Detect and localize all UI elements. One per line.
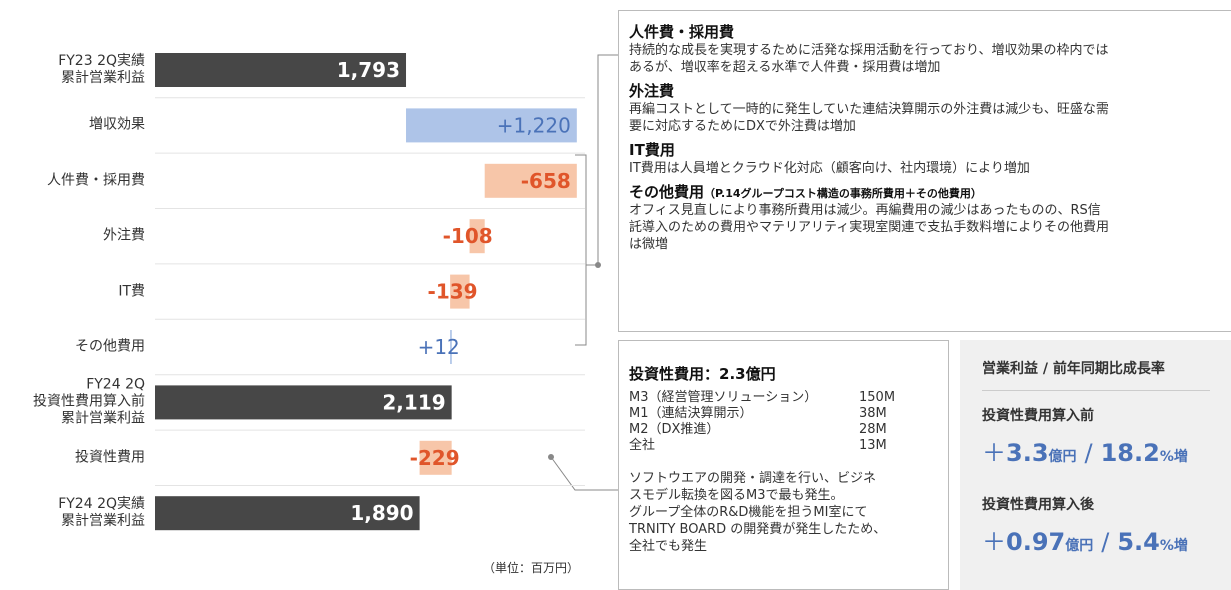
note-heading: その他費用（P.14グループコスト構造の事務所費用＋その他費用） — [629, 181, 1221, 202]
sign: ＋ — [982, 439, 1006, 467]
connector — [575, 54, 618, 346]
amount-unit: 億円 — [1065, 538, 1094, 554]
value-label: -139 — [428, 280, 478, 304]
growth-value: ＋0.97億円 /5.4%増 — [982, 522, 1210, 557]
rate-unit: %増 — [1159, 538, 1188, 554]
investment-item: M3（経営管理ソリューション） 150M — [629, 390, 938, 406]
growth-label: 投資性費用算入前 — [982, 408, 1094, 424]
growth-title: 営業利益 / 前年同期比成長率 — [982, 358, 1210, 391]
value-label: -108 — [443, 224, 493, 248]
item-amount: 150M — [859, 390, 896, 405]
value-label: 2,119 — [382, 390, 445, 414]
amount: 3.3 — [1006, 439, 1049, 467]
investment-item: M1（連結決算開示） 38M — [629, 406, 938, 422]
value-label: 1,890 — [350, 501, 413, 525]
amount: 0.97 — [1006, 528, 1066, 556]
category-label: 増収効果 — [89, 116, 145, 133]
value-label: +1,220 — [497, 113, 571, 137]
note-body: 持続的な成長を実現するために活発な採用活動を行っており、増収効果の枠内では ある… — [629, 43, 1109, 75]
growth-value: ＋3.3億円 /18.2%増 — [982, 433, 1210, 468]
cost-notes: 人件費・採用費持続的な成長を実現するために活発な採用活動を行っており、増収効果の… — [618, 10, 1231, 332]
bar — [469, 219, 485, 254]
value-label: -229 — [410, 446, 460, 470]
connector — [550, 456, 618, 491]
note-heading-text: 人件費・採用費 — [629, 23, 735, 41]
note-heading-text: 外注費 — [629, 82, 675, 100]
item-name: M3（経営管理ソリューション） — [629, 390, 818, 405]
bar — [155, 496, 420, 531]
item-name: M1（連結決算開示） — [629, 406, 753, 421]
category-label: 人件費・採用費 — [47, 172, 145, 189]
bar — [155, 385, 452, 420]
item-amount: 13M — [859, 438, 887, 453]
category-label: IT費 — [118, 283, 145, 300]
investment-box: 投資性費用：2.3億円 M3（経営管理ソリューション） 150M M1（連結決算開示… — [618, 340, 949, 590]
unit-note: （単位：百万円） — [482, 561, 579, 575]
bar — [450, 330, 452, 364]
value-label: +12 — [418, 335, 460, 359]
rate-unit: %増 — [1159, 449, 1188, 465]
category-label: FY24 2Q実績 累計営業利益 — [58, 496, 145, 530]
note-heading-text: その他費用 — [629, 183, 705, 201]
investment-item: M2（DX推進） 28M — [629, 422, 938, 438]
separator: / — [1101, 528, 1110, 556]
category-label: 投資性費用 — [75, 449, 145, 466]
investment-body: ソフトウエアの開発・調達を行い、ビジネ スモデル転換を図るM3で最も発生。 グル… — [629, 471, 887, 554]
note-heading-text: IT費用 — [629, 141, 675, 159]
item-name: M2（DX推進） — [629, 422, 720, 437]
bar — [484, 163, 577, 198]
connector-dot — [595, 262, 601, 268]
rate: 5.4 — [1117, 528, 1160, 556]
investment-item: 全社 13M — [629, 438, 938, 454]
item-name: 全社 — [629, 438, 656, 453]
value-label: -658 — [521, 169, 571, 193]
item-amount: 38M — [859, 406, 887, 421]
amount-unit: 億円 — [1048, 449, 1077, 465]
note-heading: 人件費・採用費 — [629, 21, 1221, 42]
note-body: 再編コストとして一時的に発生していた連結決算開示の外注費は減少も、旺盛な需 要に… — [629, 102, 1109, 134]
category-label: FY23 2Q実績 累計営業利益 — [58, 53, 145, 86]
growth-box: 営業利益 / 前年同期比成長率 投資性費用算入前 ＋3.3億円/18.2%増 投資性… — [960, 340, 1231, 590]
note-body: オフィス見直しにより事務所費用は減少。再編費用の減少はあったものの、RS信 託導… — [629, 203, 1109, 252]
connector-dot — [548, 454, 554, 460]
bar — [155, 53, 407, 87]
category-label: その他費用 — [75, 338, 145, 355]
category-label: FY24 2Q 投資性費用算入前 累計営業利益 — [33, 376, 145, 427]
investment-title: 投資性費用：2.3億円 — [629, 365, 776, 383]
item-amount: 28M — [859, 422, 887, 437]
value-label: 1,793 — [337, 58, 400, 82]
sign: ＋ — [982, 528, 1006, 556]
investment-list: M3（経営管理ソリューション） 150M M1（連結決算開示） 38M M2（DX推進）… — [629, 390, 938, 454]
note-body: IT費用は人員増とクラウド化対応（顧客向け、社内環境）により増加 — [629, 161, 1030, 176]
note-heading: 外注費 — [629, 80, 1221, 101]
note-subheading: （P.14グループコスト構造の事務所費用＋その他費用） — [704, 187, 982, 200]
rate: 18.2 — [1100, 439, 1160, 467]
bar — [406, 108, 577, 143]
growth-label: 投資性費用算入後 — [982, 497, 1094, 513]
bar — [419, 440, 452, 475]
separator: / — [1084, 439, 1093, 467]
category-label: 外注費 — [103, 227, 145, 244]
note-heading: IT費用 — [629, 139, 1221, 160]
bar — [450, 274, 470, 309]
